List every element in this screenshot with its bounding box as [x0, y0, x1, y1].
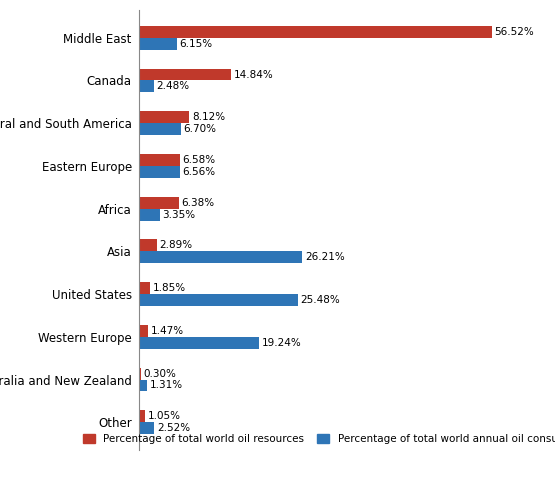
Text: 19.24%: 19.24% — [261, 338, 301, 348]
Text: 6.15%: 6.15% — [180, 38, 213, 48]
Bar — [139, 368, 140, 380]
Bar — [139, 68, 231, 80]
Text: 6.56%: 6.56% — [182, 167, 215, 177]
Bar — [139, 325, 148, 337]
Bar — [139, 337, 259, 349]
Text: 3.35%: 3.35% — [162, 210, 195, 220]
Text: 1.85%: 1.85% — [153, 283, 186, 293]
Bar — [139, 252, 302, 264]
Bar — [139, 282, 150, 294]
Bar — [139, 294, 298, 306]
Bar — [139, 196, 179, 208]
Text: 25.48%: 25.48% — [300, 295, 340, 305]
Text: 6.38%: 6.38% — [181, 198, 214, 207]
Bar — [139, 166, 180, 178]
Bar — [139, 111, 189, 123]
Text: 8.12%: 8.12% — [192, 112, 225, 122]
Bar — [139, 380, 147, 392]
Text: 14.84%: 14.84% — [234, 70, 274, 80]
Text: 1.47%: 1.47% — [150, 326, 184, 336]
Text: 2.89%: 2.89% — [159, 240, 193, 250]
Bar — [139, 154, 180, 166]
Text: 2.48%: 2.48% — [157, 82, 190, 92]
Text: 1.05%: 1.05% — [148, 412, 181, 422]
Legend: Percentage of total world oil resources, Percentage of total world annual oil co: Percentage of total world oil resources,… — [77, 428, 555, 449]
Bar — [139, 422, 154, 434]
Text: 6.70%: 6.70% — [183, 124, 216, 134]
Text: 26.21%: 26.21% — [305, 252, 345, 262]
Bar — [139, 80, 154, 92]
Bar — [139, 208, 160, 220]
Text: 56.52%: 56.52% — [494, 27, 534, 37]
Bar — [139, 26, 492, 38]
Text: 1.31%: 1.31% — [149, 380, 183, 390]
Bar — [139, 410, 145, 422]
Bar — [139, 38, 177, 50]
Text: 0.30%: 0.30% — [143, 368, 176, 378]
Text: 2.52%: 2.52% — [157, 423, 190, 433]
Text: 6.58%: 6.58% — [183, 155, 215, 165]
Bar — [139, 240, 157, 252]
Bar — [139, 123, 180, 135]
